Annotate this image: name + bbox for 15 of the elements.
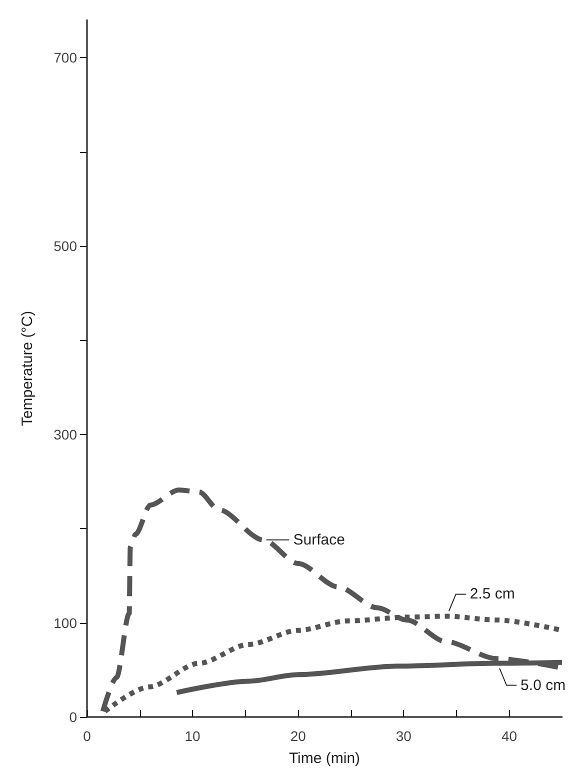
y-axis-title: Temperature (°C) bbox=[19, 310, 36, 426]
x-tick-label: 0 bbox=[83, 728, 92, 744]
x-tick-label: 40 bbox=[501, 728, 518, 744]
x-axis-title: Time (min) bbox=[288, 750, 360, 767]
y-tick-label: 100 bbox=[54, 614, 78, 631]
y-tick-label: 0 bbox=[69, 709, 78, 725]
y-tick-label: 300 bbox=[54, 426, 78, 442]
x-tick-label: 20 bbox=[290, 728, 306, 744]
annotation: Surface bbox=[293, 531, 345, 548]
x-tick-label: 30 bbox=[396, 728, 412, 744]
annotation: 5.0 cm bbox=[520, 676, 566, 694]
annotation: 2.5 cm bbox=[470, 586, 515, 603]
x-tick-label: 10 bbox=[184, 728, 201, 744]
y-tick-label: 500 bbox=[54, 238, 78, 254]
y-tick-label: 700 bbox=[54, 50, 78, 66]
